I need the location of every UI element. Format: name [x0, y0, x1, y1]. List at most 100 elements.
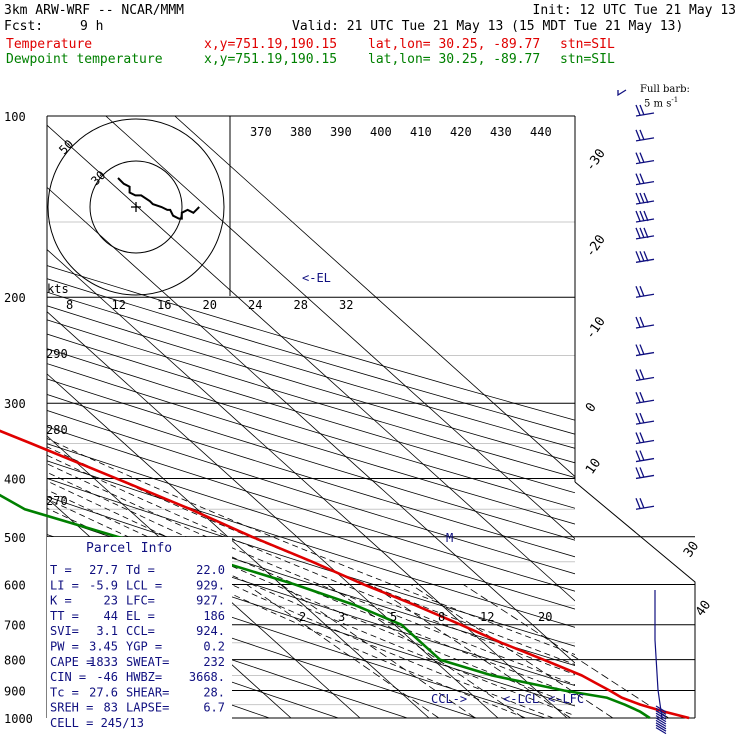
dry-adiabat-label: 270: [46, 494, 68, 508]
dry-adiabat-line: [47, 460, 575, 628]
hodo-ring-inner: [89, 160, 183, 254]
dry-adiabat-line: [47, 333, 575, 494]
parcel-field-value: 232: [203, 655, 225, 669]
lfc-annotation: <-LFC: [548, 692, 584, 706]
theta-label: 430: [490, 125, 512, 139]
wind-barb: [635, 104, 655, 117]
wind-barb: [655, 724, 667, 732]
pressure-tick-label: 400: [4, 472, 26, 486]
hodo-speed-label: 24: [248, 298, 262, 312]
hodo-ring-label: 30: [88, 168, 108, 188]
parcel-field-value: -5.9: [89, 578, 118, 592]
mixing-ratio-label: 3: [338, 610, 345, 624]
isotherm-line: [47, 248, 568, 718]
forecast-label: Fcst:: [4, 19, 44, 34]
el-annotation: <-EL: [302, 271, 331, 285]
legend-temperature-latlon: lat,lon= 30.25, -89.77: [368, 37, 541, 52]
moist-adiabat-line: [47, 498, 554, 718]
isotherm-line: [47, 435, 361, 718]
parcel-field-value: 929.: [196, 578, 225, 592]
wind-barb: [655, 727, 667, 735]
isotherm-label: -20: [583, 232, 609, 260]
parcel-info-title: Parcel Info: [86, 541, 172, 556]
wind-barb: [655, 710, 667, 718]
parcel-field-label: EL =: [126, 609, 155, 623]
dry-adiabat-line: [47, 478, 575, 647]
hodograph-trace: [117, 177, 200, 220]
pressure-tick-label: 200: [4, 291, 26, 305]
mixing-ratio-line: [410, 584, 614, 719]
isotherm-label: 0: [583, 400, 600, 415]
legend-dewpoint-latlon: lat,lon= 30.25, -89.77: [368, 52, 541, 67]
plot-frame-wedge: [574, 481, 696, 718]
wind-barb: [635, 432, 655, 445]
parcel-field-label: CAPE =: [50, 655, 93, 669]
legend-dewpoint-stn: stn=SIL: [560, 52, 615, 67]
parcel-field-value: 0.2: [203, 640, 225, 654]
parcel-field-label: TT =: [50, 609, 79, 623]
parcel-field-value: 28.: [203, 685, 225, 699]
isotherm-line: [47, 124, 575, 602]
hodo-ring-outer: [47, 118, 225, 296]
temperature-curve: [0, 429, 690, 720]
pressure-tick-label: 800: [4, 654, 26, 668]
pressure-tick-label: 300: [4, 397, 26, 411]
isotherm-label: 30: [681, 539, 702, 560]
wind-barb: [635, 251, 655, 263]
parcel-trace: [654, 590, 663, 719]
lcl-annotation: <-LCL: [503, 692, 539, 706]
barb-legend-exponent: -1: [671, 96, 679, 104]
dry-adiabat-label: 280: [46, 423, 68, 437]
hodo-speed-label: 8: [66, 298, 73, 312]
mixing-ratio-line: [463, 584, 669, 719]
dry-adiabat-line: [47, 574, 477, 718]
legend-temperature: Temperature: [6, 37, 93, 52]
init-time: Init: 12 UTC Tue 21 May 13: [532, 3, 737, 18]
parcel-info-background: [47, 537, 232, 725]
wind-barb: [635, 412, 655, 425]
parcel-field-value: 27.6: [89, 685, 118, 699]
mixing-ratio-line: [370, 584, 571, 719]
barb-legend-sample: [617, 89, 627, 97]
parcel-field-label: LI =: [50, 578, 79, 592]
dry-adiabat-line: [47, 348, 575, 509]
dry-adiabat-line: [47, 265, 575, 421]
wind-barb: [635, 316, 655, 329]
mixing-ratio-line: [280, 584, 476, 719]
parcel-field-label: CCL=: [126, 624, 155, 638]
wind-barb: [635, 497, 655, 510]
isotherm-line: [47, 373, 430, 718]
isotherm-label: -30: [583, 146, 609, 174]
hodo-units-label: kts: [47, 282, 69, 296]
dry-adiabat-line: [47, 305, 575, 464]
parcel-field-label: LFC=: [126, 594, 155, 608]
wind-barb: [655, 712, 667, 720]
theta-label: 390: [330, 125, 352, 139]
dry-adiabat-line: [47, 426, 575, 592]
parcel-field-value: 924.: [196, 624, 225, 638]
parcel-field-value: 3.45: [89, 640, 118, 654]
parcel-field-value: 3668.: [189, 670, 225, 684]
theta-label: 410: [410, 125, 432, 139]
model-title: 3km ARW-WRF -- NCAR/MMM: [4, 3, 185, 18]
parcel-field-label: SVI=: [50, 624, 79, 638]
wind-barb: [635, 192, 655, 205]
wind-barbs: [617, 89, 667, 735]
mixing-ratio-line: [246, 584, 440, 719]
dry-adiabat-line: [47, 443, 575, 610]
wind-barb: [655, 722, 667, 730]
wind-barb: [635, 129, 655, 142]
parcel-field-value: 6.7: [203, 701, 225, 715]
theta-label: 420: [450, 125, 472, 139]
wind-barb: [655, 715, 667, 723]
parcel-info-box: Parcel Info T = 27.7 Td = 22.0 LI = -5.9 LCL = 9…: [47, 537, 232, 730]
barb-legend-speed: 5 m s: [644, 98, 672, 110]
dry-adiabat-line: [47, 291, 575, 449]
parcel-field-label: T =: [50, 563, 72, 577]
mixing-ratio-label: 12: [480, 610, 494, 624]
parcel-field-value: 83: [104, 701, 118, 715]
parcel-field-label: SWEAT=: [126, 655, 169, 669]
barb-legend-value: 5 m s-1: [644, 95, 678, 109]
isotherm-line: [105, 116, 575, 540]
parcel-field-label: LCL =: [126, 578, 162, 592]
